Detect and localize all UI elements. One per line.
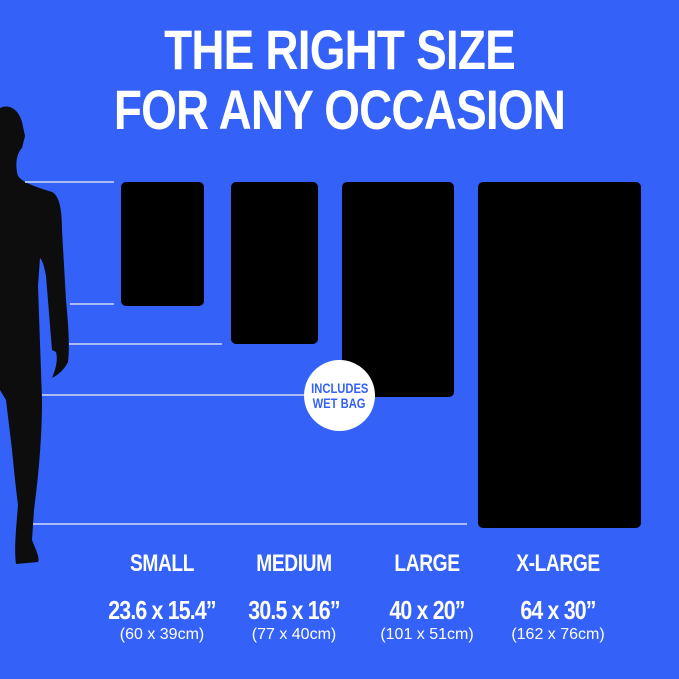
mat-large [342, 182, 454, 397]
size-inches: 23.6 x 15.4” [108, 595, 216, 625]
height-guide-line [25, 181, 114, 183]
includes-wet-bag-badge: INCLUDES WET BAG [304, 360, 375, 431]
size-name: LARGE [394, 550, 460, 577]
badge-line-2: WET BAG [313, 394, 366, 411]
size-name: X-LARGE [516, 550, 600, 577]
headline-line-2: FOR ANY OCCASION [113, 78, 566, 141]
mat-small [121, 182, 204, 306]
size-inches: 40 x 20” [389, 595, 465, 625]
height-guide-line [70, 303, 114, 305]
size-name: SMALL [129, 550, 195, 577]
height-guide-line [42, 394, 342, 396]
human-silhouette-icon [0, 106, 69, 564]
size-cm: (60 x 39cm) [119, 626, 205, 643]
size-inches: 30.5 x 16” [248, 595, 340, 625]
mat-x-large [478, 182, 641, 528]
height-guide-line [69, 343, 222, 345]
headline-line-1: THE RIGHT SIZE [164, 18, 516, 81]
mat-medium [231, 182, 318, 344]
height-guide-line [33, 523, 467, 525]
size-cm: (162 x 76cm) [511, 626, 605, 643]
size-cm: (101 x 51cm) [380, 626, 474, 643]
size-name: MEDIUM [256, 550, 332, 577]
size-cm: (77 x 40cm) [251, 626, 337, 643]
size-inches: 64 x 30” [520, 595, 596, 625]
badge-line-1: INCLUDES [310, 379, 369, 396]
